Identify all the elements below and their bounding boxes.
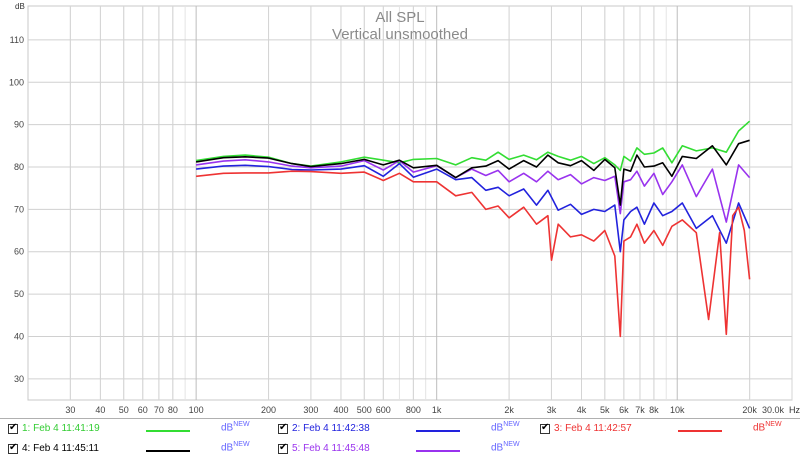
x-tick-label: 60 [138,405,148,415]
x-tick-label: 30.0k [762,405,785,415]
x-tick-label: 800 [406,405,421,415]
y-tick-label: 100 [9,77,24,87]
x-tick-label: 2k [504,405,514,415]
y-tick-label: 70 [14,204,24,214]
legend-item-5[interactable]: 5: Feb 4 11:45:48 dBNEW [278,441,533,461]
legend-line-swatch [146,450,190,452]
chart-title: All SPL [375,9,424,26]
x-tick-label: 200 [261,405,276,415]
y-axis-label: dB [15,2,25,11]
legend-label: 5: Feb 4 11:45:48 [292,443,370,454]
legend-item-4[interactable]: 4: Feb 4 11:45:11 dBNEW [8,441,263,461]
legend-unit: dBNEW [221,441,250,454]
x-tick-label: 20k [742,405,757,415]
x-tick-label: 100 [189,405,204,415]
y-tick-label: 80 [14,162,24,172]
y-tick-label: 90 [14,120,24,130]
x-tick-label: 500 [357,405,372,415]
legend-label: 3: Feb 4 11:42:57 [554,423,632,434]
y-tick-label: 110 [10,35,24,45]
legend-item-2[interactable]: 2: Feb 4 11:42:38 dBNEW [278,421,533,441]
x-tick-label: 10k [670,405,685,415]
legend-item-3[interactable]: 3: Feb 4 11:42:57 dBNEW [540,421,795,441]
y-tick-label: 40 [14,331,24,341]
x-tick-label: 300 [303,405,318,415]
legend-unit: dBNEW [221,421,250,434]
x-tick-label: 5k [600,405,610,415]
x-axis-unit: Hz [789,405,800,415]
x-tick-label: 3k [547,405,557,415]
legend-item-1[interactable]: 1: Feb 4 11:41:19 dBNEW [8,421,263,441]
legend-line-swatch [416,430,460,432]
legend-checkbox-4[interactable] [8,442,18,454]
legend-checkbox-3[interactable] [540,422,550,434]
x-tick-label: 8k [649,405,659,415]
legend-panel: 1: Feb 4 11:41:19 dBNEW 2: Feb 4 11:42:38 d… [0,418,800,461]
series-line-5 [195,159,751,223]
legend-checkbox-2[interactable] [278,422,288,434]
chart-subtitle: Vertical unsmoothed [332,26,468,43]
x-tick-label: 4k [577,405,587,415]
legend-label: 4: Feb 4 11:45:11 [22,443,99,454]
legend-line-swatch [416,450,460,452]
x-tick-label: 1k [432,405,442,415]
legend-checkbox-5[interactable] [278,442,288,454]
series-line-3 [196,170,751,338]
legend-unit: dBNEW [491,421,520,434]
spl-chart[interactable]: 30 40 50 60 70 80 90 100 110 30 40 50 60 70 80 100 200 30… [0,0,800,420]
x-tick-label: 50 [119,405,129,415]
x-tick-label: 70 [154,405,164,415]
x-tick-label: 6k [619,405,629,415]
x-tick-label: 400 [333,405,348,415]
x-tick-label: 80 [168,405,178,415]
x-tick-label: 40 [95,405,105,415]
legend-line-swatch [678,430,722,432]
x-tick-label: 30 [65,405,75,415]
legend-unit: dBNEW [753,421,782,434]
legend-line-swatch [146,430,190,432]
legend-checkbox-1[interactable] [8,422,18,434]
x-tick-label: 7k [635,405,645,415]
legend-unit: dBNEW [491,441,520,454]
series-line-4 [195,139,750,206]
legend-label: 2: Feb 4 11:42:38 [292,423,370,434]
y-tick-label: 60 [14,247,24,257]
y-tick-label: 50 [14,289,24,299]
legend-label: 1: Feb 4 11:41:19 [22,423,100,434]
x-tick-label: 600 [376,405,391,415]
y-tick-label: 30 [14,374,24,384]
series-line-1 [195,120,751,172]
series-line-2 [196,162,751,253]
